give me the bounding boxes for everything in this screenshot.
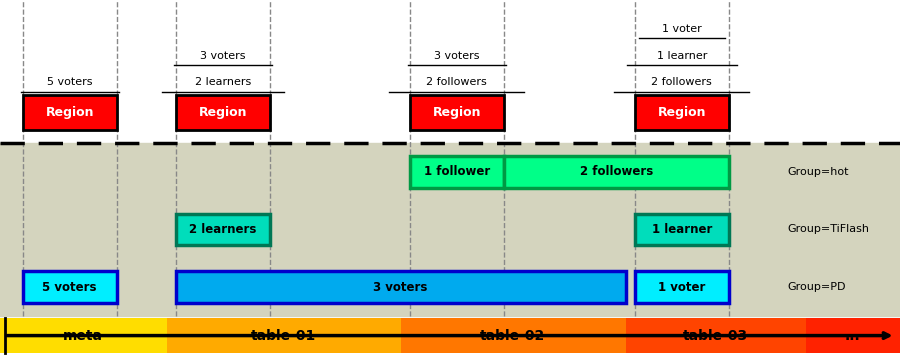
Text: table-03: table-03 [683,328,748,343]
Text: 2 followers: 2 followers [580,165,653,178]
Text: 5 voters: 5 voters [42,281,97,293]
Text: 1 voter: 1 voter [658,281,706,293]
Bar [22,95,117,130]
Text: ...: ... [845,328,860,343]
Bar [410,95,504,130]
Text: Region: Region [658,106,706,119]
Text: Region: Region [433,106,481,119]
Text: Group=PD: Group=PD [788,282,846,292]
Text: 2 followers: 2 followers [652,77,712,87]
Bar [22,271,117,303]
Bar [176,95,270,130]
Bar [634,95,729,130]
Text: 3 voters: 3 voters [434,51,480,61]
Text: 2 learners: 2 learners [189,223,256,236]
Bar [410,156,504,187]
Bar [176,213,270,245]
Bar [400,318,626,353]
Text: 1 voter: 1 voter [662,24,702,34]
Text: 1 learner: 1 learner [657,51,706,61]
Text: 3 voters: 3 voters [200,51,246,61]
Text: 2 learners: 2 learners [194,77,251,87]
Text: Group=hot: Group=hot [788,167,849,177]
Text: Region: Region [46,106,94,119]
Bar [166,318,400,353]
Bar [634,213,729,245]
Text: 1 learner: 1 learner [652,223,712,236]
Bar [626,318,806,353]
Text: table-01: table-01 [251,328,316,343]
Text: 3 voters: 3 voters [374,281,428,293]
Text: meta: meta [63,328,104,343]
Text: table-02: table-02 [481,328,545,343]
Bar [504,156,729,187]
Text: Region: Region [199,106,247,119]
Text: 2 followers: 2 followers [427,77,487,87]
Text: 5 voters: 5 voters [47,77,93,87]
Text: 1 follower: 1 follower [424,165,490,178]
Bar [634,271,729,303]
Bar [0,318,166,353]
Bar [806,318,900,353]
Bar [176,271,626,303]
Text: Group=TiFlash: Group=TiFlash [788,224,869,235]
